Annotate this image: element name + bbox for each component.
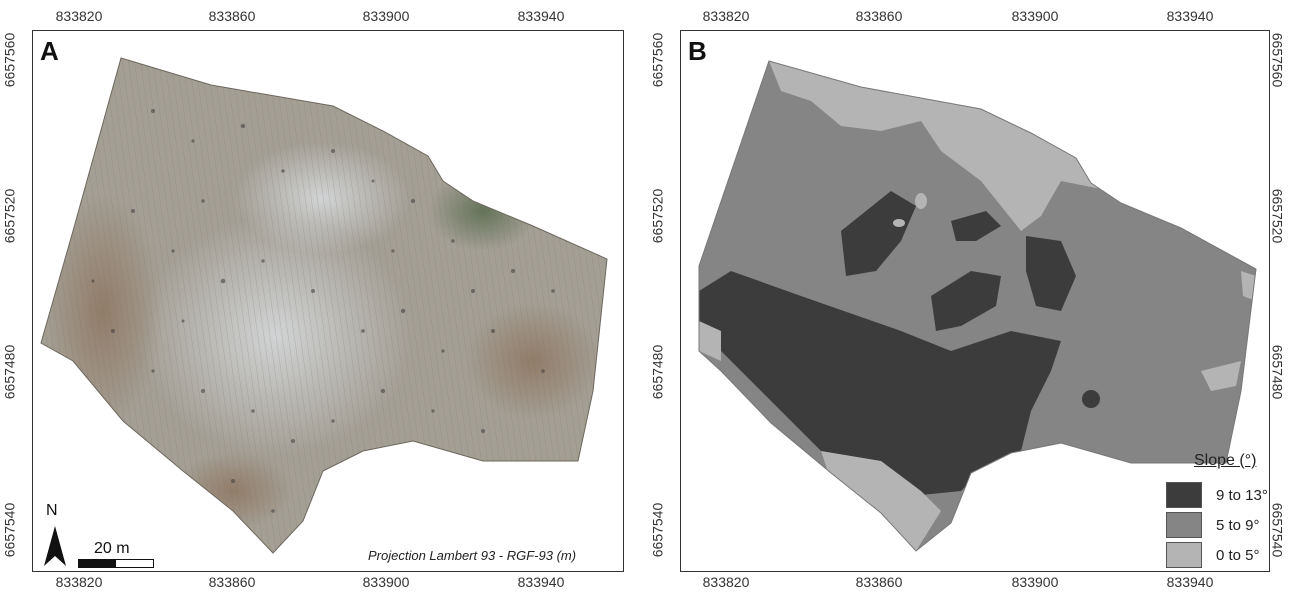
- slope-low-patch: [915, 193, 927, 209]
- right-tick-label: 6657520: [1269, 188, 1286, 244]
- legend-swatch: [1166, 482, 1202, 508]
- slope-low-patch: [821, 451, 941, 551]
- panel-b-slope-map: 833820 833860 833900 833940 833820 83386…: [646, 0, 1304, 596]
- legend-label: 9 to 13°: [1216, 486, 1268, 504]
- top-tick-label: 833940: [1166, 8, 1214, 24]
- right-tick-label: 6657540: [1269, 502, 1286, 558]
- legend-item-mid: 5 to 9°: [1166, 512, 1260, 538]
- left-tick-label: 6657540: [1, 502, 18, 558]
- slope-low-zone: [769, 61, 1111, 231]
- scale-bar: [78, 559, 154, 568]
- slope-low-patch: [893, 219, 905, 227]
- slope-low-patch: [1201, 361, 1241, 391]
- slope-high-patch: [1026, 236, 1076, 311]
- bottom-tick-label: 833900: [1011, 574, 1059, 590]
- map-frame-a: [32, 30, 624, 572]
- orthophoto-field: [40, 57, 608, 554]
- panel-letter-b: B: [688, 36, 707, 66]
- bottom-tick-label: 833860: [208, 574, 256, 590]
- legend-swatch: [1166, 512, 1202, 538]
- right-tick-label: 6657480: [1269, 344, 1286, 400]
- map-frame-b: [680, 30, 1270, 572]
- legend-item-high: 9 to 13°: [1166, 482, 1268, 508]
- legend-title: Slope (°): [1194, 452, 1257, 469]
- legend-item-low: 0 to 5°: [1166, 542, 1260, 568]
- north-label: N: [46, 502, 58, 519]
- slope-high-patch: [841, 191, 916, 276]
- left-tick-label: 6657560: [1, 32, 18, 88]
- left-tick-label: 6657520: [649, 188, 666, 244]
- bottom-tick-label: 833820: [702, 574, 750, 590]
- right-tick-label: 6657560: [1269, 32, 1286, 88]
- legend-swatch: [1166, 542, 1202, 568]
- legend-label: 0 to 5°: [1216, 546, 1260, 564]
- slope-legend: Slope (°) 9 to 13° 5 to 9° 0 to 5°: [1158, 452, 1268, 570]
- slope-high-zone: [699, 271, 1061, 496]
- top-tick-label: 833860: [208, 8, 256, 24]
- top-tick-label: 833900: [362, 8, 410, 24]
- bottom-tick-label: 833860: [855, 574, 903, 590]
- left-tick-label: 6657540: [649, 502, 666, 558]
- north-arrow-icon: [44, 526, 66, 566]
- panel-a-orthophoto: 833820 833860 833900 833940 833820 83386…: [0, 0, 640, 596]
- top-tick-label: 833940: [517, 8, 565, 24]
- left-tick-label: 6657480: [1, 344, 18, 400]
- projection-note: Projection Lambert 93 - RGF-93 (m): [368, 548, 577, 563]
- slope-classes: [698, 60, 1257, 552]
- left-tick-label: 6657520: [1, 188, 18, 244]
- bottom-tick-label: 833940: [517, 574, 565, 590]
- slope-low-patch: [1241, 271, 1256, 301]
- bottom-tick-label: 833900: [362, 574, 410, 590]
- top-tick-label: 833860: [855, 8, 903, 24]
- top-tick-label: 833820: [702, 8, 750, 24]
- top-tick-label: 833900: [1011, 8, 1059, 24]
- panel-letter-a: A: [40, 36, 59, 66]
- slope-high-patch: [951, 211, 1001, 241]
- slope-low-patch: [699, 321, 721, 361]
- bottom-tick-label: 833820: [55, 574, 103, 590]
- top-tick-label: 833820: [55, 8, 103, 24]
- slope-high-patch: [1082, 390, 1100, 408]
- bottom-tick-label: 833940: [1166, 574, 1214, 590]
- slope-high-patch: [931, 271, 1001, 331]
- legend-label: 5 to 9°: [1216, 516, 1260, 534]
- left-tick-label: 6657560: [649, 32, 666, 88]
- left-tick-label: 6657480: [649, 344, 666, 400]
- scale-bar-label: 20 m: [94, 540, 130, 557]
